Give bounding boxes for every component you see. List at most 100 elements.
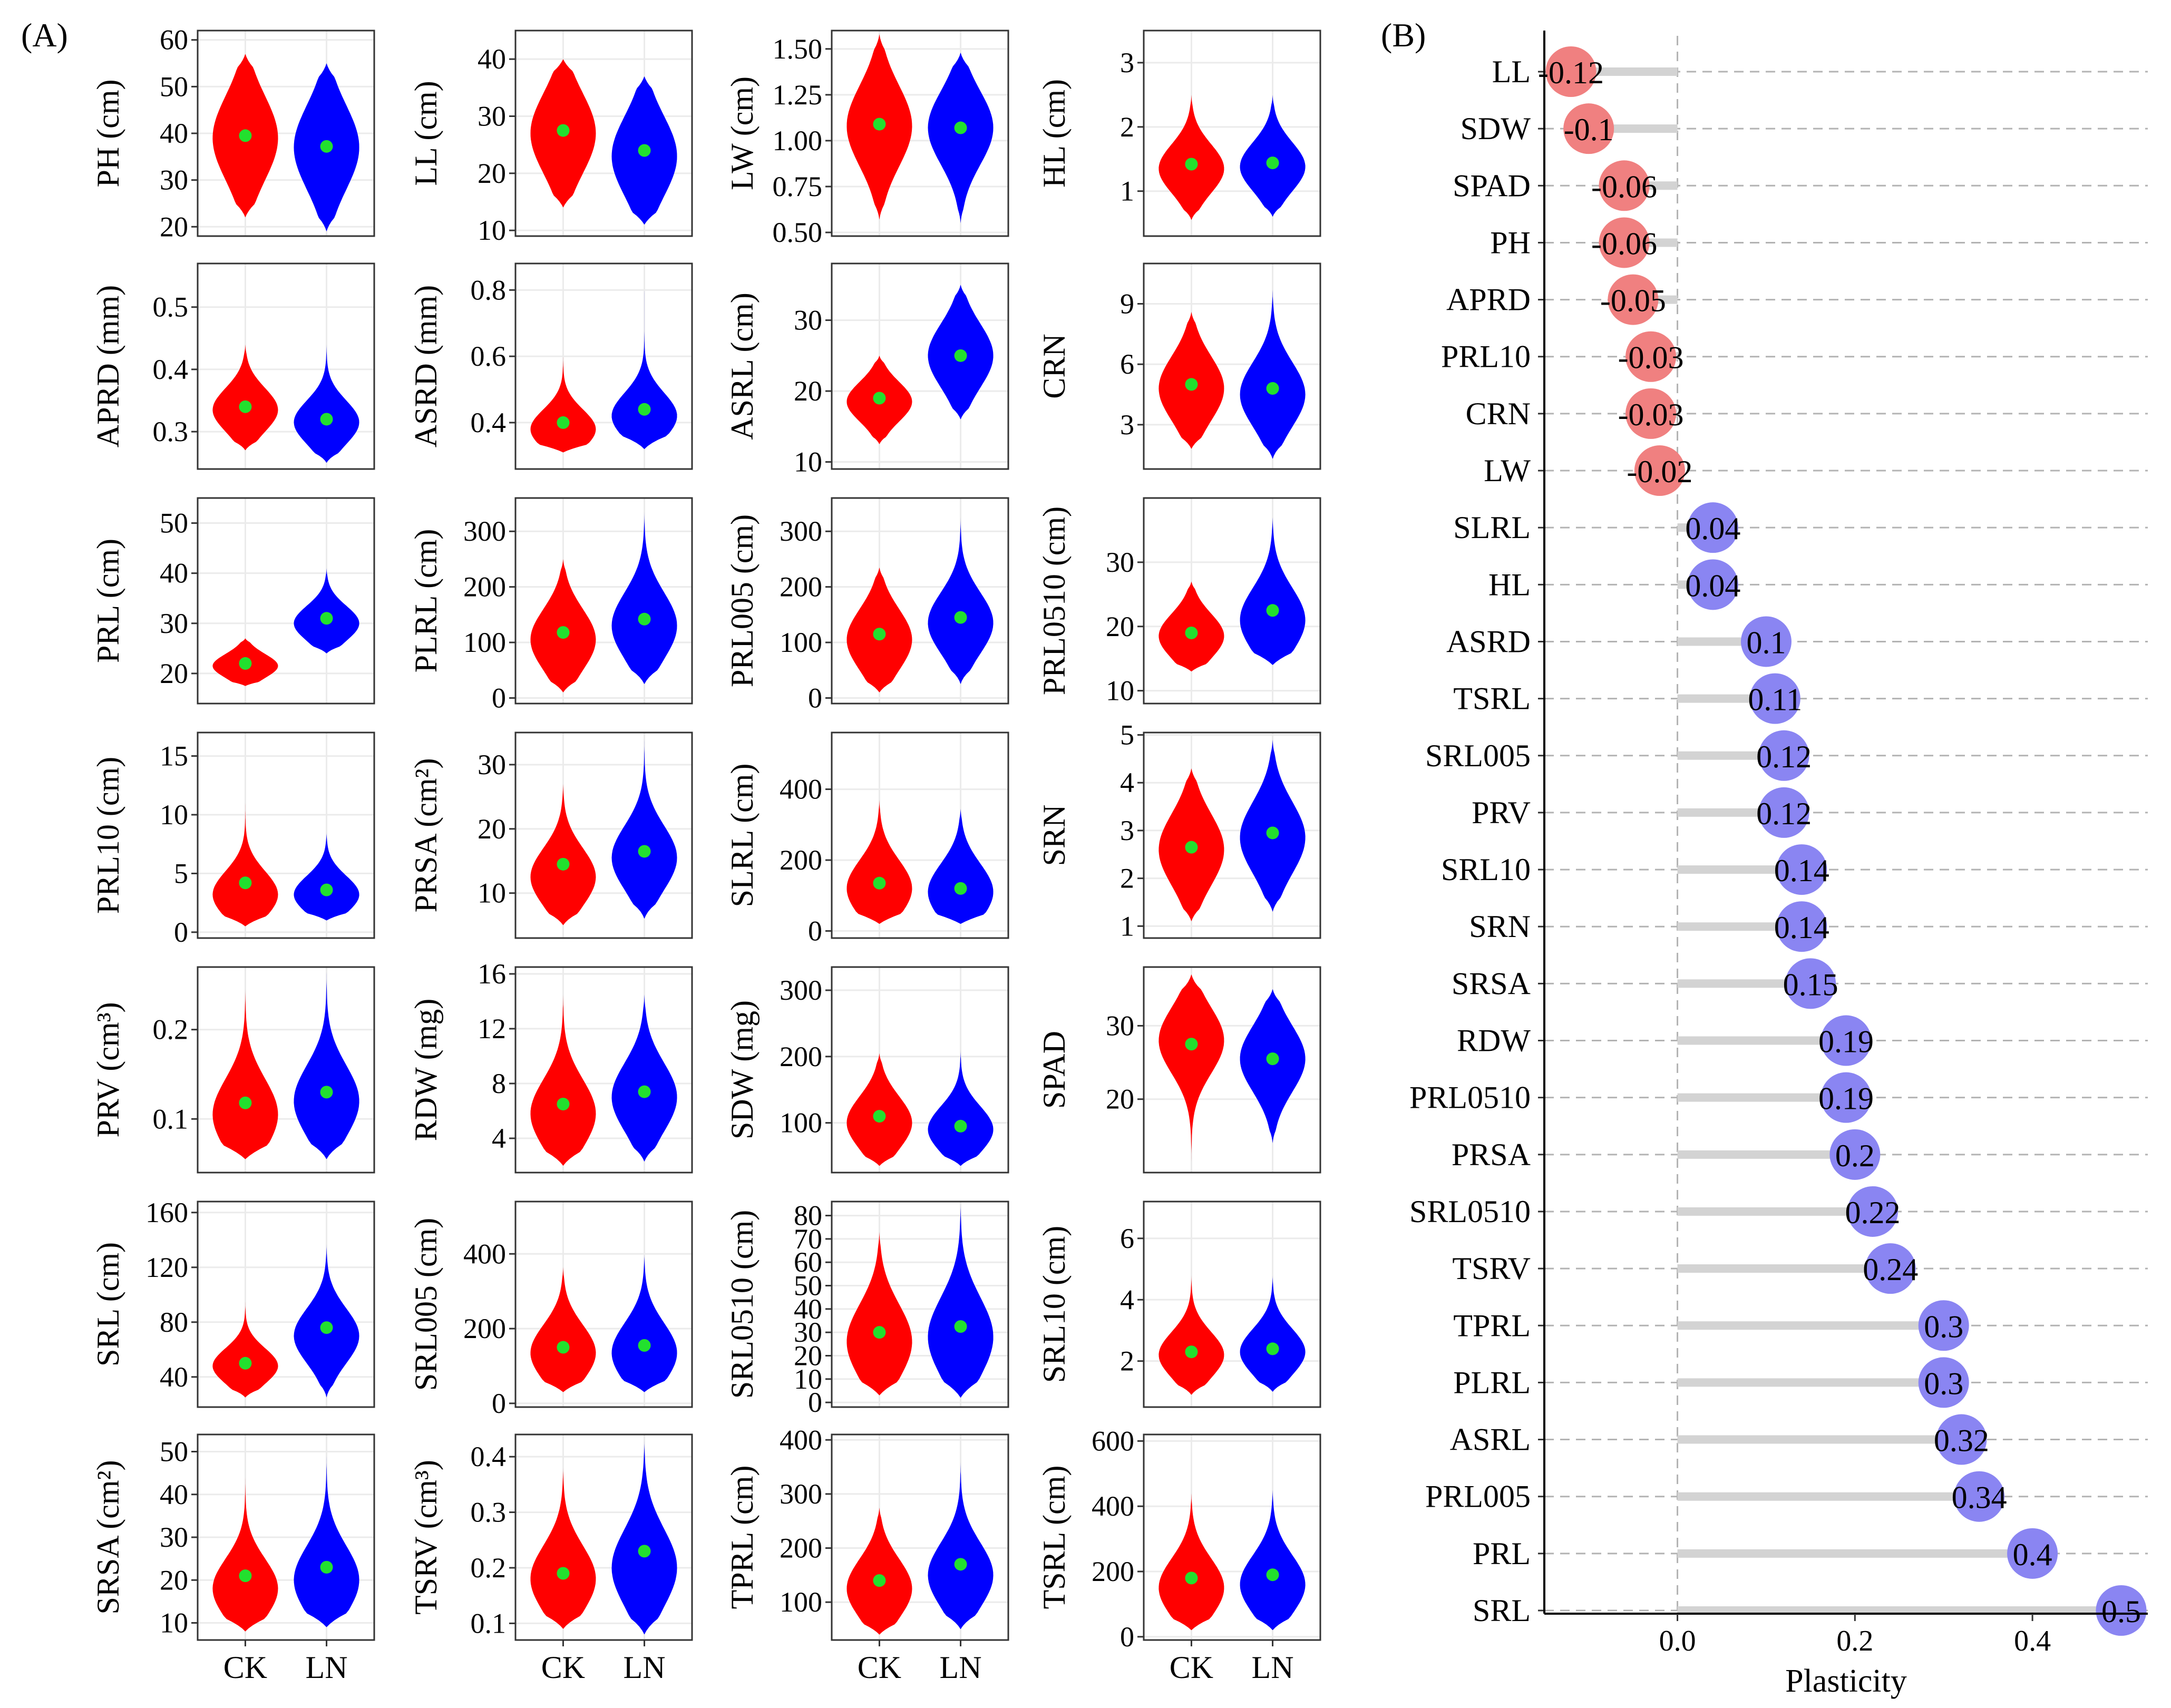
violin-panel-lw-cm: 0.50 0.75 1.00 1.25 1.50 LW (cm) — [725, 30, 1009, 248]
value-label-srl005: 0.12 — [1756, 739, 1812, 774]
y-tick-label: 200 — [463, 1313, 506, 1344]
mean-point-ck — [1185, 626, 1198, 639]
y-tick-label: 0.3 — [471, 1497, 507, 1528]
y-tick-label: 9 — [1120, 288, 1134, 319]
trait-label-srl0510: SRL0510 — [1409, 1194, 1531, 1229]
trait-label-prl0510: PRL0510 — [1409, 1080, 1531, 1115]
y-tick-label: 0.50 — [773, 217, 823, 248]
y-tick-label: 200 — [780, 844, 822, 876]
mean-point-ck — [557, 1341, 570, 1354]
y-tick-label: 12 — [478, 1013, 506, 1045]
y-tick-label: 200 — [463, 571, 506, 603]
y-tick-label: 3 — [1120, 409, 1134, 441]
violin-ln — [611, 1254, 677, 1392]
violin-ln — [928, 1461, 994, 1629]
x-tick-label: CK — [223, 1650, 267, 1685]
violin-panel-prl0510-cm: 10 20 30 PRL0510 (cm) — [1037, 497, 1321, 707]
mean-point-ln — [638, 144, 651, 157]
panel-frame — [514, 731, 693, 939]
panel-frame — [514, 1433, 693, 1641]
mean-point-ck — [873, 876, 886, 890]
mean-point-ck — [239, 1096, 252, 1109]
y-tick-label: 0.5 — [153, 291, 189, 323]
panel-frame — [197, 731, 375, 939]
violin-panel-prv-cm: 0.1 0.2 PRV (cm³) — [91, 966, 375, 1174]
x-tick-label: LN — [940, 1650, 982, 1685]
y-axis-label: TPRL (cm) — [725, 1466, 760, 1609]
violin-ln — [928, 1050, 994, 1166]
violin-panel-srn: 1 2 3 4 5 SRN — [1037, 719, 1321, 942]
y-tick-label: 30 — [1106, 1010, 1134, 1041]
y-tick-label: 0 — [1120, 1621, 1134, 1653]
violin-ln — [1240, 94, 1306, 217]
y-tick-label: 50 — [794, 1270, 822, 1302]
panel-frame — [197, 966, 375, 1174]
mean-point-ln — [954, 1558, 967, 1571]
y-tick-label: 80 — [794, 1200, 822, 1232]
y-tick-label: 10 — [794, 446, 822, 478]
violin-panel-spad: 20 30 SPAD — [1037, 966, 1321, 1174]
value-label-tsrv: 0.24 — [1863, 1252, 1918, 1287]
violin-ck — [1158, 974, 1224, 1162]
lollipop-dot-prsa — [1829, 1129, 1881, 1180]
y-tick-label: 0.1 — [153, 1103, 189, 1135]
panel-frame — [197, 30, 375, 237]
violin-ln — [294, 971, 359, 1159]
y-axis-label: HL (cm) — [1037, 79, 1072, 188]
violin-ln — [294, 1456, 359, 1627]
y-tick-label: 0.75 — [773, 171, 823, 202]
lollipop-dot-plrl — [1918, 1357, 1969, 1408]
violin-panel-tsrl-cm: 0 200 400 600 TSRL (cm) CK LN — [1037, 1425, 1321, 1685]
x-tick-label: 0.2 — [1836, 1625, 1873, 1657]
y-tick-label: 30 — [160, 164, 188, 196]
trait-label-lw: LW — [1484, 453, 1531, 488]
violin-panel-sdw-mg: 100 200 300 SDW (mg) — [725, 966, 1009, 1174]
violin-ln — [611, 994, 677, 1162]
y-axis-label: SLRL (cm) — [725, 764, 760, 907]
y-axis-label: SRL005 (cm) — [408, 1218, 443, 1391]
y-tick-label: 8 — [492, 1068, 506, 1099]
y-tick-label: 20 — [478, 813, 506, 845]
y-axis-label: SRL (cm) — [91, 1242, 125, 1367]
value-label-hl: 0.04 — [1685, 568, 1740, 603]
y-axis-label: LW (cm) — [725, 76, 760, 190]
mean-point-ck — [557, 626, 570, 639]
y-tick-label: 100 — [780, 627, 822, 658]
mean-point-ck — [1185, 1572, 1198, 1585]
trait-label-hl: HL — [1488, 567, 1531, 602]
x-tick-label: LN — [624, 1650, 666, 1685]
y-tick-label: 3 — [1120, 47, 1134, 79]
lollipop-dot-tsrv — [1865, 1243, 1916, 1294]
violin-ln — [1240, 739, 1306, 912]
lollipop-dot-hl — [1687, 559, 1738, 610]
y-tick-label: 0.4 — [153, 354, 189, 385]
y-tick-label: 100 — [463, 627, 506, 658]
y-tick-label: 30 — [794, 305, 822, 336]
mean-point-ck — [557, 124, 570, 137]
y-tick-label: 1 — [1120, 910, 1134, 942]
lollipop-dot-prl005 — [1954, 1471, 2005, 1522]
mean-point-ln — [1266, 604, 1279, 617]
y-tick-label: 0 — [808, 682, 822, 714]
y-tick-label: 40 — [794, 1293, 822, 1325]
lollipop-dot-aprd — [1608, 274, 1659, 325]
violin-ln — [1240, 517, 1306, 665]
violin-ln — [1240, 289, 1306, 459]
mean-point-ck — [239, 876, 252, 890]
y-tick-label: 100 — [780, 1107, 822, 1139]
violin-ck — [212, 344, 278, 451]
lollipop-dot-ph — [1599, 217, 1650, 268]
panel-frame — [1143, 262, 1321, 470]
y-axis-label: SDW (mg) — [725, 1000, 760, 1139]
violin-panel-srl005-cm: 0 200 400 SRL005 (cm) — [408, 1201, 693, 1419]
y-tick-label: 20 — [1106, 611, 1134, 642]
y-tick-label: 2 — [1120, 1345, 1134, 1377]
panel-frame — [831, 497, 1009, 705]
mean-point-ln — [638, 612, 651, 626]
y-axis-label: TSRL (cm) — [1037, 1466, 1072, 1609]
violin-panel-ll-cm: 10 20 30 40 LL (cm) — [408, 30, 693, 246]
violin-panel-srl-cm: 40 80 120 160 SRL (cm) — [91, 1197, 375, 1408]
y-tick-label: 1 — [1120, 175, 1134, 207]
